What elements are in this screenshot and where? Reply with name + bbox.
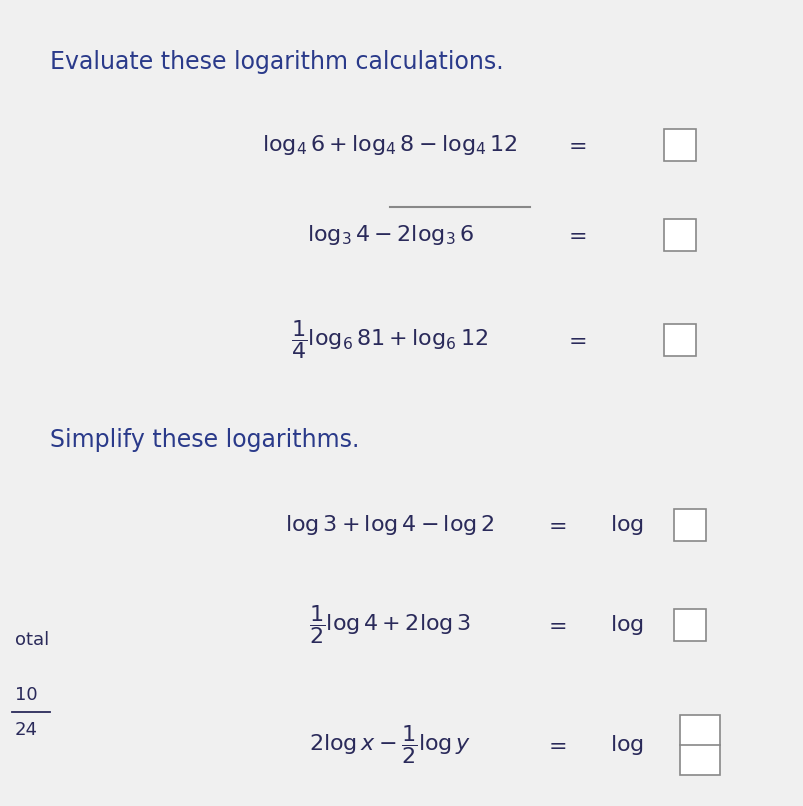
Text: $=$: $=$ [543, 515, 565, 535]
Text: $=$: $=$ [563, 135, 585, 155]
Text: $\log$: $\log$ [609, 613, 643, 637]
Text: $\log$: $\log$ [609, 513, 643, 537]
Text: Evaluate these logarithm calculations.: Evaluate these logarithm calculations. [50, 50, 503, 74]
Bar [663, 219, 695, 251]
Text: $\log 3 + \log 4 - \log 2$: $\log 3 + \log 4 - \log 2$ [285, 513, 494, 537]
Bar [673, 509, 705, 541]
Text: $=$: $=$ [543, 615, 565, 635]
Text: $\log_3 4 - 2\log_3 6$: $\log_3 4 - 2\log_3 6$ [306, 223, 473, 247]
Text: 10: 10 [15, 686, 38, 704]
Bar [673, 609, 705, 641]
Bar [663, 129, 695, 161]
Text: $\log$: $\log$ [609, 733, 643, 757]
Text: $=$: $=$ [543, 735, 565, 755]
Text: $=$: $=$ [563, 225, 585, 245]
Text: $\log_4 6 + \log_4 8 - \log_4 12$: $\log_4 6 + \log_4 8 - \log_4 12$ [262, 133, 517, 157]
Text: $\dfrac{1}{4}\log_6 81 + \log_6 12$: $\dfrac{1}{4}\log_6 81 + \log_6 12$ [291, 318, 488, 361]
Text: $\dfrac{1}{2}\log 4 + 2\log 3$: $\dfrac{1}{2}\log 4 + 2\log 3$ [308, 604, 471, 646]
Text: otal: otal [15, 631, 49, 649]
Text: $=$: $=$ [563, 330, 585, 350]
Text: $2\log x - \dfrac{1}{2}\log y$: $2\log x - \dfrac{1}{2}\log y$ [308, 724, 471, 767]
Text: 24: 24 [15, 721, 38, 739]
Text: Simplify these logarithms.: Simplify these logarithms. [50, 428, 359, 452]
Bar [663, 324, 695, 356]
Bar [679, 715, 719, 775]
